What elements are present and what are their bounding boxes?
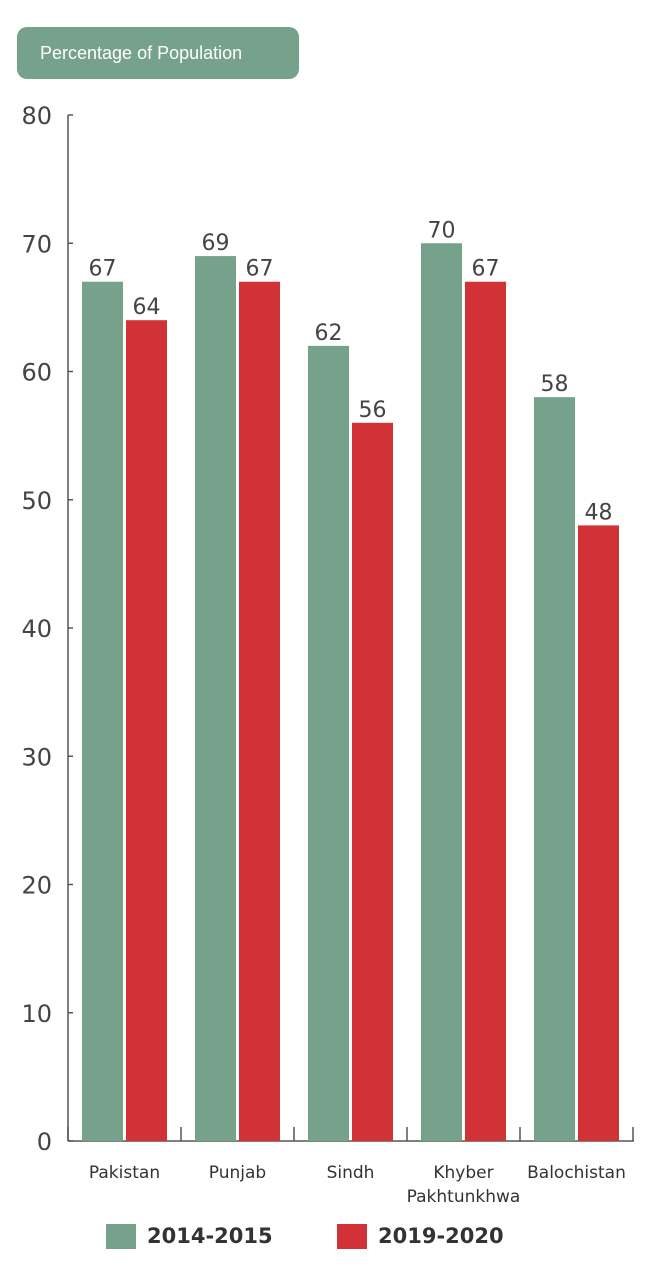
bar-sindh-2014-2015: [308, 345, 349, 1142]
data-label-sindh-2019-2020: 56: [359, 398, 387, 423]
y-tick-label-60: 60: [21, 359, 52, 387]
x-tick-label-khyber-pakhtunkhwa-line-1: Khyber: [433, 1163, 493, 1183]
bar-balochistan-2014-2015: [534, 397, 575, 1141]
data-label-pakistan-2019-2020: 64: [133, 295, 161, 320]
data-label-khyber-pakhtunkhwa-2014-2015: 70: [428, 218, 456, 243]
y-tick-label-0: 0: [37, 1128, 52, 1156]
data-label-balochistan-2014-2015: 58: [541, 372, 569, 397]
bar-pakistan-2014-2015: [82, 281, 123, 1142]
x-tick-label-khyber-pakhtunkhwa-line-2: Pakhtunkhwa: [407, 1187, 521, 1207]
x-tick-label-balochistan: Balochistan: [527, 1163, 626, 1183]
bar-punjab-2014-2015: [195, 256, 236, 1141]
bar-khyber-pakhtunkhwa-2014-2015: [421, 243, 462, 1141]
legend-item-2019-2020: 2019-2020: [337, 1222, 504, 1250]
legend-swatch-2014-2015: [106, 1223, 136, 1249]
bar-punjab-2019-2020: [239, 281, 280, 1142]
x-tick-label-sindh: Sindh: [327, 1163, 375, 1183]
y-tick-label-70: 70: [21, 230, 52, 258]
data-label-balochistan-2019-2020: 48: [585, 500, 613, 525]
bar-sindh-2019-2020: [352, 422, 393, 1141]
y-tick-label-80: 80: [21, 102, 52, 130]
y-tick-label-40: 40: [21, 615, 52, 643]
x-tick-label-pakistan: Pakistan: [89, 1163, 160, 1183]
x-tick-label-punjab: Punjab: [209, 1163, 266, 1183]
legend-swatch-2019-2020: [337, 1223, 367, 1249]
bar-balochistan-2019-2020: [578, 525, 619, 1141]
y-tick-label-10: 10: [21, 1000, 52, 1028]
y-tick-label-30: 30: [21, 743, 52, 771]
data-label-sindh-2014-2015: 62: [315, 321, 343, 346]
legend-item-2014-2015: 2014-2015: [106, 1222, 273, 1250]
chart-title-badge: Percentage of Population: [17, 27, 299, 79]
data-label-pakistan-2014-2015: 67: [89, 257, 117, 282]
data-label-khyber-pakhtunkhwa-2019-2020: 67: [472, 257, 500, 282]
legend-label-2019-2020: 2019-2020: [378, 1224, 504, 1248]
bar-khyber-pakhtunkhwa-2019-2020: [465, 281, 506, 1142]
legend-label-2014-2015: 2014-2015: [147, 1224, 273, 1248]
y-tick-label-50: 50: [21, 487, 52, 515]
bar-pakistan-2019-2020: [126, 320, 167, 1141]
y-tick-label-20: 20: [21, 872, 52, 900]
data-label-punjab-2014-2015: 69: [202, 231, 230, 256]
data-label-punjab-2019-2020: 67: [246, 257, 274, 282]
chart-title: Percentage of Population: [40, 42, 243, 63]
